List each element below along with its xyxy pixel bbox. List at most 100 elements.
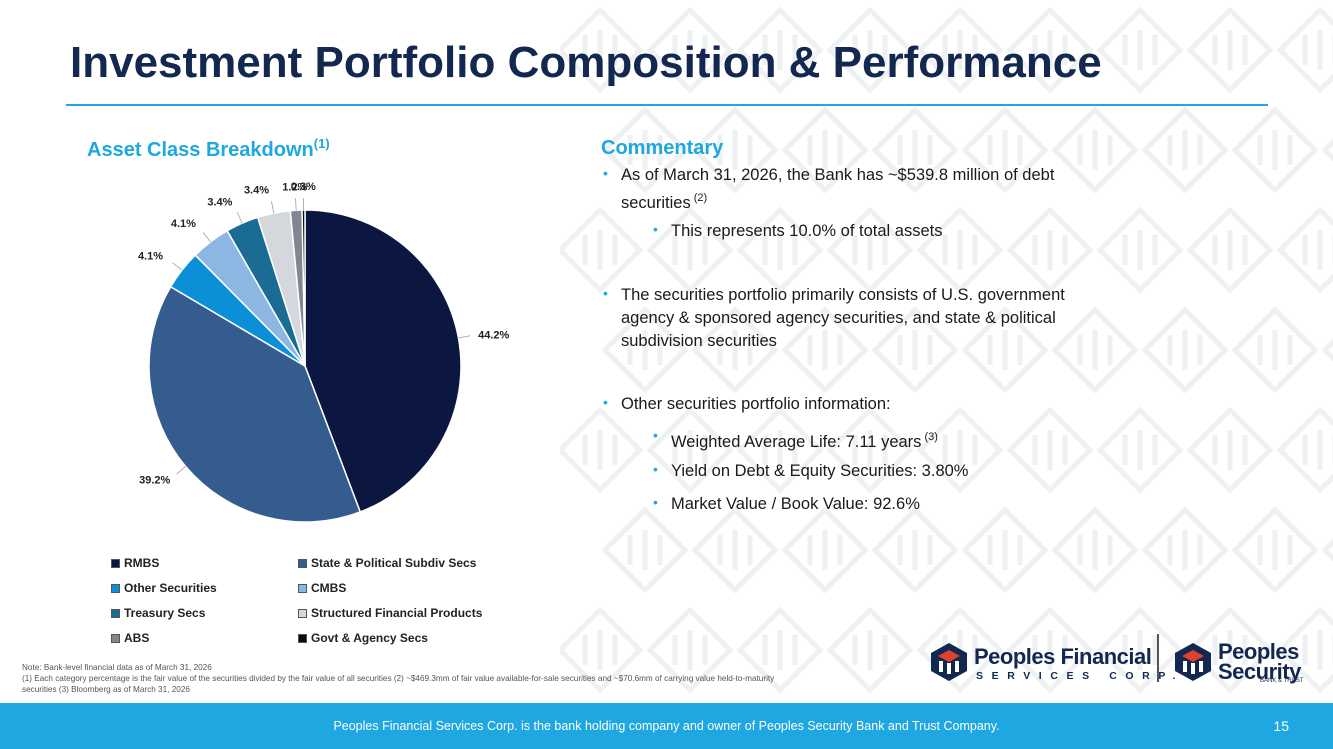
pfsc-name: Peoples Financial <box>974 644 1152 669</box>
pattern-tile <box>1231 106 1319 194</box>
legend-label: Treasury Secs <box>124 606 206 620</box>
legend-swatch <box>111 558 120 568</box>
pattern-tile <box>1096 6 1184 94</box>
pattern-tile <box>826 6 914 94</box>
pie-leader-line <box>271 201 275 214</box>
pattern-tile <box>691 506 779 594</box>
pattern-tile <box>1276 206 1333 294</box>
pattern-tile <box>601 506 689 594</box>
pattern-tile <box>1186 206 1274 294</box>
pie-data-label: 0.3% <box>291 181 316 193</box>
commentary-bullet: subdivision securities <box>621 332 777 350</box>
pie-data-label: 44.2% <box>478 329 509 341</box>
pattern-tile <box>560 606 644 694</box>
commentary-title: Commentary <box>601 137 724 159</box>
commentary-bullet: Yield on Debt & Equity Securities: 3.80% <box>671 462 969 480</box>
footnote-line-1: Note: Bank-level financial data as of Ma… <box>22 663 212 672</box>
pattern-tile <box>1141 506 1229 594</box>
pie-data-label: 4.1% <box>171 218 196 230</box>
bullet-icon: • <box>603 394 608 410</box>
pie-slice-govt-agency-secs <box>301 209 306 367</box>
commentary-bullet: securities (2) <box>621 192 708 212</box>
pattern-tile <box>736 206 824 294</box>
pattern-tile <box>1186 606 1274 694</box>
legend-swatch <box>298 558 307 568</box>
chart-section-title: Asset Class Breakdown(1) <box>87 136 330 161</box>
pattern-tile <box>826 606 914 694</box>
legend-swatch <box>298 633 307 643</box>
legend-label: Govt & Agency Secs <box>311 631 428 645</box>
commentary-bullet: Weighted Average Life: 7.11 years (3) <box>671 431 938 451</box>
pie-data-label: 4.1% <box>138 250 163 262</box>
bullet-icon: • <box>653 461 658 477</box>
pattern-tile <box>646 606 734 694</box>
legend-item: Structured Financial Products <box>298 606 482 620</box>
legend-item: Treasury Secs <box>111 606 205 620</box>
peoples-security-logo: Peoples Security BANK & TRUST <box>1174 639 1319 686</box>
pattern-tile <box>601 306 689 394</box>
pattern-tile <box>1141 306 1229 394</box>
pattern-tile <box>560 406 644 494</box>
peoples-financial-logo: Peoples Financial SERVICES CORP. <box>930 642 1176 684</box>
legend-swatch <box>111 583 120 593</box>
pattern-tile <box>1096 406 1184 494</box>
pattern-tile <box>646 206 734 294</box>
pattern-tile <box>781 506 869 594</box>
pattern-tile <box>1051 306 1139 394</box>
legend-label: Structured Financial Products <box>311 606 483 620</box>
pattern-tile <box>1096 606 1184 694</box>
footer-text: Peoples Financial Services Corp. is the … <box>333 719 1000 733</box>
pattern-tile <box>1276 6 1333 94</box>
pattern-tile <box>646 6 734 94</box>
pattern-tile <box>1276 406 1333 494</box>
commentary-bullet: This represents 10.0% of total assets <box>671 222 943 240</box>
pattern-tile <box>1006 406 1094 494</box>
pie-leader-line <box>236 212 243 224</box>
footnote-line-3: securities (3) Bloomberg as of March 31,… <box>22 685 190 694</box>
legend-item: CMBS <box>298 581 346 595</box>
pattern-tile <box>781 306 869 394</box>
legend-swatch <box>111 633 120 643</box>
pie-slice-state-political-subdiv-secs <box>148 285 362 523</box>
pfsc-subtitle: SERVICES CORP. <box>976 670 1185 682</box>
pattern-tile <box>916 206 1004 294</box>
legend-swatch <box>298 608 307 618</box>
pattern-tile <box>736 406 824 494</box>
pattern-tile <box>826 206 914 294</box>
pattern-tile <box>1276 606 1333 694</box>
background-pattern <box>560 6 1333 694</box>
logo-divider <box>1157 634 1159 682</box>
pie-data-label: 39.2% <box>139 474 170 486</box>
pattern-tile <box>1321 338 1333 362</box>
pattern-tile <box>781 106 869 194</box>
pattern-tile <box>691 106 779 194</box>
footnote-line-2: (1) Each category percentage is the fair… <box>22 674 775 683</box>
pattern-tile <box>1186 6 1274 94</box>
title-divider <box>66 104 1268 106</box>
footnote: Note: Bank-level financial data as of Ma… <box>22 662 882 695</box>
pattern-tile <box>826 406 914 494</box>
pattern-tile <box>1231 506 1319 594</box>
commentary-bullet: Market Value / Book Value: 92.6% <box>671 495 920 513</box>
pie-leader-line <box>458 335 471 339</box>
legend-item: ABS <box>111 631 149 645</box>
pattern-tile <box>1006 6 1094 94</box>
psb-subtitle: BANK & TRUST <box>1260 678 1304 684</box>
pattern-tile <box>560 6 644 94</box>
pie-leader-line <box>202 232 211 243</box>
pattern-tile <box>1051 106 1139 194</box>
legend-item: Govt & Agency Secs <box>298 631 428 645</box>
psb-name-line-1: Peoples <box>1218 639 1299 664</box>
legend-label: CMBS <box>311 581 347 595</box>
pie-data-label: 3.4% <box>207 196 232 208</box>
legend-label: Other Securities <box>124 581 217 595</box>
legend-label: RMBS <box>124 556 160 570</box>
pie-data-label: 1.2% <box>282 181 307 193</box>
pattern-tile <box>1321 538 1333 562</box>
legend-swatch <box>111 608 120 618</box>
pattern-tile <box>961 506 1049 594</box>
pattern-tile <box>1321 138 1333 162</box>
pie-chart: 44.2% 39.2% 4.1% 4.1% 3.4% 3.4% 1.2%0.3% <box>138 181 510 523</box>
pattern-tile <box>961 306 1049 394</box>
pattern-tile <box>646 406 734 494</box>
